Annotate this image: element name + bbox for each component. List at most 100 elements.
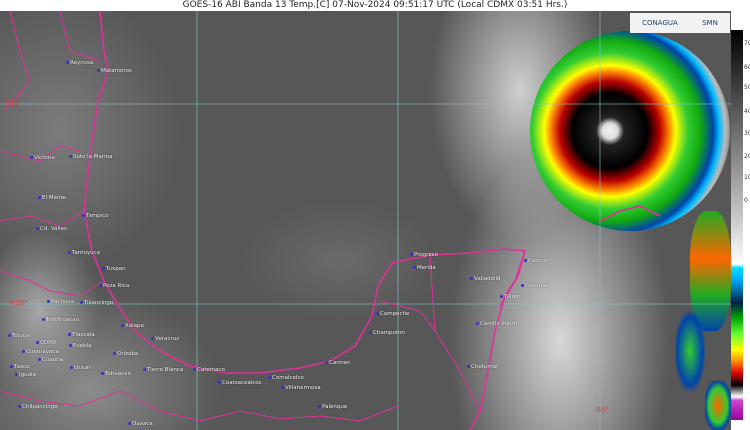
city-name: Tlaxcala <box>72 332 95 338</box>
city-name: Villahermosa <box>285 385 321 391</box>
city-label: Matamoros <box>97 68 132 74</box>
state-border <box>59 11 101 62</box>
city-name: Cd. Valles <box>40 226 67 232</box>
longitude-label: -85° <box>594 406 609 414</box>
city-marker-icon <box>8 334 11 337</box>
latitude-label: +20° <box>10 299 29 307</box>
city-label: Chilpancingo <box>18 404 58 410</box>
city-label: Cozumel <box>521 283 549 289</box>
city-marker-icon <box>30 156 33 159</box>
city-marker-icon <box>521 284 524 287</box>
city-name: Teotihuacan <box>46 317 80 323</box>
city-marker-icon <box>36 227 39 230</box>
city-marker-icon <box>524 259 527 262</box>
city-marker-icon <box>413 266 416 269</box>
city-name: Puebla <box>73 343 92 349</box>
city-name: Tulum <box>504 294 521 300</box>
city-marker-icon <box>47 300 50 303</box>
city-marker-icon <box>318 405 321 408</box>
city-label: Izucar <box>70 365 91 371</box>
city-name: Oaxaca <box>132 421 153 427</box>
city-marker-icon <box>42 318 45 321</box>
city-name: Poza Rica <box>103 283 130 289</box>
state-border <box>0 145 81 162</box>
city-label: Tlaxcala <box>68 332 95 338</box>
city-marker-icon <box>376 312 379 315</box>
city-marker-icon <box>66 61 69 64</box>
smn-logo: SMN <box>702 19 718 27</box>
city-label: Tierra Blanca <box>143 367 183 373</box>
city-name: Taxco <box>14 364 30 370</box>
city-marker-icon <box>97 69 100 72</box>
city-name: Toluca <box>12 333 30 339</box>
state-border <box>0 390 399 422</box>
city-marker-icon <box>82 214 85 217</box>
city-marker-icon <box>369 331 372 334</box>
state-border <box>379 300 436 332</box>
city-label: Victoria <box>30 155 55 161</box>
coastline-cuba <box>599 205 661 222</box>
city-marker-icon <box>80 301 83 304</box>
city-name: Carrillo Puerto <box>480 321 520 327</box>
city-name: Palenque <box>322 404 348 410</box>
colorbar-tick: 60 <box>744 64 750 71</box>
city-marker-icon <box>470 277 473 280</box>
colorbar-tick: 0 <box>744 197 748 204</box>
city-marker-icon <box>102 267 105 270</box>
city-marker-icon <box>128 422 131 425</box>
city-label: Toluca <box>8 333 29 339</box>
colorbar-tick: 70 <box>744 40 750 47</box>
city-name: Izucar <box>74 365 91 371</box>
coastline-gulf <box>83 11 527 430</box>
city-name: Merida <box>417 265 436 271</box>
city-name: Comalcalco <box>272 375 304 381</box>
city-label: Carrillo Puerto <box>476 321 519 327</box>
convective-cell <box>675 311 705 391</box>
city-marker-icon <box>151 337 154 340</box>
city-name: Tehuacan <box>105 371 132 377</box>
state-border <box>429 254 481 412</box>
city-label: Cancun <box>524 258 549 264</box>
city-marker-icon <box>38 358 41 361</box>
city-name: Pachuca <box>51 299 74 305</box>
city-label: Carmen <box>325 360 351 366</box>
city-label: Tulum <box>500 294 520 300</box>
city-name: Cozumel <box>525 283 549 289</box>
satellite-map: +25° +20° -85° Reynosa Matamoros Victoria S… <box>0 11 731 430</box>
city-name: Campeche <box>380 311 410 317</box>
city-label: Poza Rica <box>99 283 129 289</box>
colorbar-tick: 50 <box>744 84 750 91</box>
logos: CONAGUA SMN <box>630 13 730 33</box>
city-marker-icon <box>70 366 73 369</box>
city-label: Champoton <box>369 330 405 336</box>
city-name: Cuernavaca <box>26 349 59 355</box>
city-label: Progreso <box>410 252 438 258</box>
city-marker-icon <box>99 284 102 287</box>
city-marker-icon <box>15 373 18 376</box>
city-marker-icon <box>22 350 25 353</box>
latitude-label: +25° <box>4 99 23 107</box>
map-overlay <box>0 11 731 430</box>
city-marker-icon <box>38 196 41 199</box>
city-name: Carmen <box>329 360 351 366</box>
city-name: Tampico <box>86 213 109 219</box>
colorbar-tick: 40 <box>744 108 750 115</box>
city-label: Tuxpan <box>102 266 126 272</box>
city-name: Soto la Marina <box>73 154 113 160</box>
colorbar-tick: 30 <box>744 130 750 137</box>
city-name: Tuxpan <box>106 266 126 272</box>
city-label: Xalapa <box>121 323 144 329</box>
city-marker-icon <box>143 368 146 371</box>
colorbar-tick: 20 <box>744 153 750 160</box>
city-name: Cuautla <box>42 357 64 363</box>
city-label: Coatzacoalcos <box>218 380 262 386</box>
city-name: Iguala <box>19 372 36 378</box>
city-marker-icon <box>193 368 196 371</box>
city-name: Champoton <box>373 330 405 336</box>
city-marker-icon <box>325 361 328 364</box>
city-label: Orizaba <box>113 351 138 357</box>
city-label: Reynosa <box>66 60 93 66</box>
hurricane-cloud-top <box>530 31 730 231</box>
city-name: Xalapa <box>125 323 144 329</box>
city-label: Cuernavaca <box>22 349 59 355</box>
